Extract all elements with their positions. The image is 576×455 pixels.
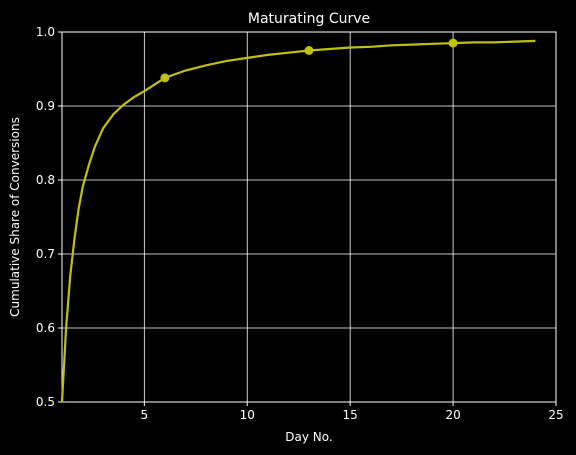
- marker-point: [160, 73, 170, 83]
- x-tick-label: 10: [240, 408, 255, 422]
- series-line: [60, 39, 536, 403]
- y-axis-label: Cumulative Share of Conversions: [8, 117, 22, 317]
- x-tick-label: 5: [141, 408, 149, 422]
- x-tick-label: 15: [343, 408, 358, 422]
- y-tick-label: 0.9: [36, 99, 55, 113]
- x-tick-label: 20: [445, 408, 460, 422]
- y-tick-label: 0.8: [36, 173, 55, 187]
- marker-points: [160, 38, 458, 83]
- marker-point: [448, 38, 458, 48]
- x-axis-ticks: 5 10 15 20 25: [141, 402, 564, 422]
- x-tick-label: 25: [548, 408, 563, 422]
- y-tick-label: 0.5: [36, 395, 55, 409]
- plot-frame: [61, 31, 557, 403]
- y-tick-label: 1.0: [36, 25, 55, 39]
- y-axis-ticks: 0.5 0.6 0.7 0.8 0.9 1.0: [36, 25, 62, 409]
- chart-title: Maturating Curve: [248, 11, 370, 27]
- marker-point: [304, 46, 314, 55]
- y-tick-label: 0.6: [36, 321, 55, 335]
- x-axis-label: Day No.: [285, 430, 332, 444]
- y-tick-label: 0.7: [36, 247, 55, 261]
